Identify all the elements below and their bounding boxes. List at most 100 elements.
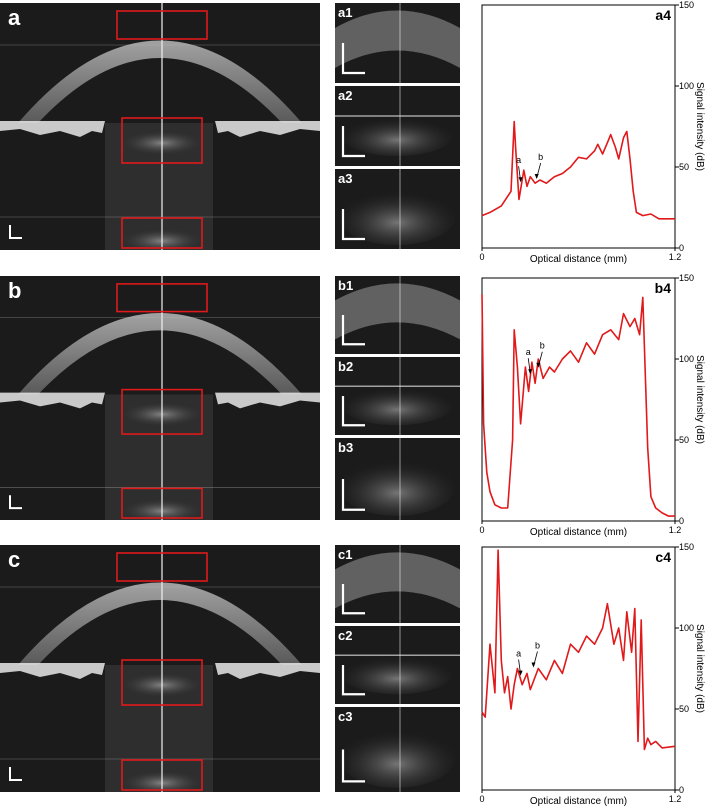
y-tick-label: 150 [679,542,694,552]
plot-c4: 0 50 100 150 0 1.2 Optical distance (mm) Signal… [470,542,709,807]
oct-scan [0,3,320,250]
iris-left [0,663,105,679]
inset-scan [339,707,455,792]
inset-scan [339,169,455,249]
oct-image-main: c [0,545,320,792]
y-tick-label: 100 [679,81,694,91]
scale-bar [9,767,22,781]
figure-row-c: c c1 c2 c3 0 50 100 150 0 1.2 Optical distance… [0,542,709,807]
scale-bar [9,495,22,510]
x-axis-label: Optical distance (mm) [530,796,627,807]
x-tick-label: 0 [479,525,484,535]
y-axis-label: Signal intensity (dB) [694,355,705,444]
annotation-label: a [516,155,521,165]
roi-box-lens-front [121,388,203,435]
roi-box-lens-front [121,117,203,164]
x-axis-label: Optical distance (mm) [530,254,627,265]
annotation-label: b [535,641,540,651]
inset-scan [335,86,460,166]
y-tick-label: 100 [679,623,694,633]
y-axis-label: Signal intensity (dB) [694,82,705,171]
cornea-shape [18,313,302,395]
scale-bar [341,665,365,696]
signal-curve [481,549,676,751]
plot-b4: 0 50 100 150 0 1.2 Optical distance (mm) Signal… [470,273,709,538]
inset-scan [335,3,460,83]
inset-3: b3 [335,438,460,520]
inset-scan [335,276,460,354]
annotation-label: b [540,341,545,351]
inset-1: a1 [335,3,460,83]
cornea-shape [18,582,302,665]
y-tick-label: 50 [679,435,689,445]
inset-label: a2 [338,88,353,103]
scale-bar [341,479,365,511]
oct-scan [0,545,320,792]
inset-2: b2 [335,357,460,435]
plot-frame [481,277,676,522]
x-tick-label: 1.2 [669,794,682,804]
scale-bar [341,126,365,158]
plot-label: c4 [655,549,671,565]
oct-scan [0,276,320,520]
y-tick-label: 0 [679,243,684,253]
iris-left [0,392,105,409]
scale-bar [341,43,365,75]
x-axis-label: Optical distance (mm) [530,527,627,538]
plot-label: a4 [655,7,671,23]
scale-bar [341,749,365,783]
plot-frame [481,546,676,791]
scale-bar [341,209,365,241]
inset-scan [335,357,460,435]
inset-2: a2 [335,86,460,166]
iris-right [215,663,320,679]
oct-image-main: b [0,276,320,520]
inset-scan [335,545,460,623]
x-tick-label: 1.2 [669,252,682,262]
x-tick-label: 0 [479,252,484,262]
scale-bar [341,315,365,346]
panel-label: c [8,547,21,572]
annotation-label: a [526,347,531,357]
inset-scan [335,626,460,704]
roi-box-lens-front [121,659,203,706]
inset-label: c3 [338,709,353,724]
cornea-shape [18,40,302,123]
inset-scan [339,438,455,520]
y-axis-label: Signal intensity (dB) [694,624,705,713]
figure-row-a: a a1 a2 a3 0 50 100 150 0 1.2 Optical distance… [0,0,709,265]
y-tick-label: 100 [679,354,694,364]
annotation-label: b [538,152,543,162]
y-tick-label: 50 [679,704,689,714]
inset-3: a3 [335,169,460,249]
scale-bar [341,584,365,615]
plot-label: b4 [655,280,672,296]
panel-label: b [8,278,22,303]
iris-right [215,392,320,409]
roi-box-lens-back [121,759,203,791]
scale-bar [9,225,22,239]
figure-row-b: b b1 b2 b3 0 50 100 150 0 1.2 Optical distance… [0,273,709,538]
roi-box-lens-back [121,487,203,519]
signal-curve [481,294,675,517]
roi-box-cornea [116,10,208,40]
y-tick-label: 150 [679,273,694,283]
panel-label: a [8,5,21,30]
iris-right [215,121,320,137]
scale-bar [341,396,365,427]
x-tick-label: 0 [479,794,484,804]
inset-1: b1 [335,276,460,354]
oct-image-main: a [0,3,320,250]
inset-label: c2 [338,628,353,643]
inset-label: a3 [338,171,353,186]
x-tick-label: 1.2 [669,525,682,535]
inset-label: b1 [338,278,354,293]
signal-curve [481,120,675,220]
plot-frame [481,4,676,249]
roi-box-cornea [116,283,208,313]
y-tick-label: 0 [679,785,684,795]
plot-a4: 0 50 100 150 0 1.2 Optical distance (mm) Signal… [470,0,709,265]
inset-label: b2 [338,359,354,374]
